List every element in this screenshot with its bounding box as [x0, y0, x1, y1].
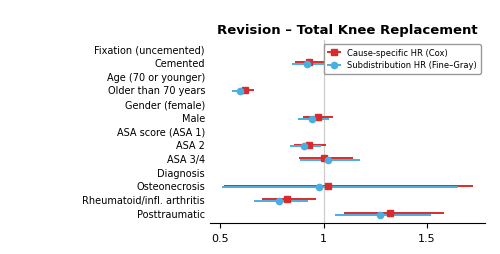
Text: Older than 70 years: Older than 70 years [108, 86, 205, 96]
Text: Diagnosis: Diagnosis [158, 168, 205, 178]
Text: Male: Male [182, 114, 205, 123]
Text: Fixation (uncemented): Fixation (uncemented) [94, 45, 205, 55]
Text: Age (70 or younger): Age (70 or younger) [107, 72, 205, 83]
Text: Gender (female): Gender (female) [125, 100, 205, 110]
Legend: Cause-specific HR (Cox), Subdistribution HR (Fine–Gray): Cause-specific HR (Cox), Subdistribution… [324, 45, 481, 74]
Text: ASA 2: ASA 2 [176, 141, 205, 151]
Text: Cemented: Cemented [154, 59, 205, 69]
Text: Osteonecrosis: Osteonecrosis [136, 182, 205, 192]
Text: ASA 3/4: ASA 3/4 [167, 154, 205, 164]
Text: Posttraumatic: Posttraumatic [137, 209, 205, 219]
Text: ASA score (ASA 1): ASA score (ASA 1) [117, 127, 205, 137]
Text: Rheumatoid/infl. arthritis: Rheumatoid/infl. arthritis [82, 195, 205, 205]
Title: Revision – Total Knee Replacement: Revision – Total Knee Replacement [217, 24, 478, 37]
